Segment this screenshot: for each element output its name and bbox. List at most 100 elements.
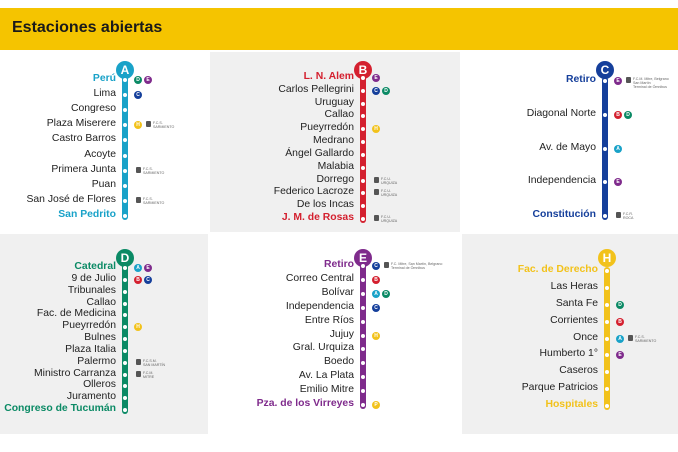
station-name: Constitución: [532, 209, 597, 220]
station-name: Fac. de Derecho: [517, 264, 598, 275]
station-dot: [123, 266, 127, 270]
station-name: Catedral: [74, 261, 116, 272]
station-name: Correo Central: [285, 272, 354, 284]
station-name: Medrano: [312, 135, 354, 147]
station-name: San Pedrito: [58, 209, 116, 220]
connection-badge: B: [372, 275, 380, 284]
train-transfer: F.C.S. SARMIENTO: [136, 166, 164, 185]
train-icon: [136, 358, 141, 365]
station-name: Lima: [93, 88, 116, 100]
train-label: F.C.S.M. SAN MARTÍN: [143, 359, 165, 367]
station-dot: [361, 305, 365, 310]
station-name: Santa Fe: [555, 297, 598, 309]
connection-badge: A: [616, 334, 624, 343]
train-label-line: Terminal de Ómnibus: [633, 85, 667, 89]
station-dot: [123, 123, 127, 128]
station-name: Once: [573, 331, 598, 343]
line-track-b: [360, 74, 366, 223]
train-label-line: F.C.U.: [381, 215, 391, 219]
station-name: Bolívar: [321, 286, 354, 298]
station-dot: [605, 302, 609, 307]
station-dot: [603, 146, 607, 151]
station-name: Tribunales: [67, 284, 116, 296]
connection-badge: E: [144, 76, 152, 84]
station-name: Congreso de Tucumán: [4, 403, 116, 414]
station-dot: [605, 370, 609, 375]
train-label-line: ROCA: [623, 216, 634, 220]
station-dot: [605, 319, 609, 324]
station-dot: [123, 301, 127, 306]
train-icon: [626, 77, 631, 83]
station-name: Plaza Miserere: [46, 118, 116, 130]
station-dot: [361, 264, 365, 268]
connection-badge: H: [134, 323, 142, 332]
station-dot: [603, 180, 607, 185]
station-name: Diagonal Norte: [526, 107, 596, 119]
station-dot: [123, 108, 127, 113]
connection-badge: D: [382, 86, 390, 95]
train-transfer: F.C.U. URQUIZA: [374, 189, 397, 207]
station-dot: [361, 389, 365, 394]
station-name: Emilio Mitre: [299, 384, 354, 396]
train-transfer: F.C.R. ROCA: [616, 212, 633, 230]
line-badge-c: C: [596, 61, 614, 79]
train-label-line: San Martín: [633, 81, 651, 85]
station-dot: [361, 361, 365, 366]
station-dot: [605, 387, 609, 392]
connection-badge: E: [616, 351, 624, 360]
train-transfer: F.C.U. URQUIZA: [374, 176, 397, 195]
station-dot: [361, 217, 365, 221]
station-dot: [123, 337, 127, 341]
station-dot: [605, 353, 609, 358]
station-dot: [361, 140, 365, 145]
station-dot: [361, 403, 365, 407]
station-name: Pueyrredón: [300, 122, 354, 134]
station-dot: [361, 88, 365, 93]
connection-badge: E: [144, 264, 152, 272]
panel-line-d: D Catedral A E 9 de Julio B C Tribunales Callao F…: [0, 234, 208, 434]
station-dot: [123, 325, 127, 330]
line-badge-a: A: [116, 61, 134, 79]
train-icon: [384, 262, 389, 268]
line-badge-d: D: [116, 249, 134, 267]
station-name: Corrientes: [550, 314, 598, 326]
station-name: Congreso: [70, 103, 116, 115]
train-transfer: F.C.M. Mitre, Belgrano San Martín Terminal…: [626, 77, 669, 95]
station-name: Castro Barros: [51, 133, 116, 145]
station-dot: [361, 277, 365, 282]
station-name: Bulnes: [84, 332, 116, 343]
station-dot: [123, 348, 127, 353]
station-name: Fac. de Medicina: [36, 308, 116, 320]
train-icon: [136, 370, 141, 377]
station-name: Olleros: [83, 379, 116, 391]
panel-line-e: E Retiro C F.C. Mitre, San Martín, Belgrano…: [210, 234, 460, 434]
station-dot: [361, 375, 365, 380]
train-transfer: F.C.S. SARMIENTO: [136, 196, 164, 215]
station-name: Ministro Carranza: [34, 367, 116, 379]
station-dot: [361, 191, 365, 196]
train-transfer: F.C.S. SARMIENTO: [146, 121, 174, 139]
station-dot: [123, 214, 127, 218]
station-dot: [361, 114, 365, 119]
train-label-line: F.C. Mitre, San Martín, Belgrano: [391, 262, 443, 266]
header-bar: Estaciones abiertas: [0, 8, 678, 50]
station-name: Callao: [324, 109, 354, 121]
train-label: F.C.U. URQUIZA: [381, 177, 397, 185]
line-badge-h: H: [598, 249, 616, 267]
station-name: Parque Patricios: [521, 382, 598, 394]
connection-badge: D: [624, 110, 632, 119]
train-label: F.C.R. ROCA: [623, 212, 633, 220]
station-name: Perú: [92, 73, 116, 84]
station-name: 9 de Julio: [71, 272, 116, 284]
train-label-line: F.C.S.: [143, 166, 153, 171]
train-icon: [374, 176, 379, 183]
station-name: Palermo: [77, 355, 116, 367]
station-dot: [123, 153, 127, 158]
connection-badge: D: [134, 76, 142, 84]
station-name: Jujuy: [329, 328, 354, 340]
station-dot: [123, 396, 127, 401]
train-label-line: URQUIZA: [381, 193, 398, 198]
station-name: Hospitales: [545, 399, 598, 410]
train-icon: [136, 166, 141, 173]
station-name: Av. La Plata: [298, 370, 354, 382]
